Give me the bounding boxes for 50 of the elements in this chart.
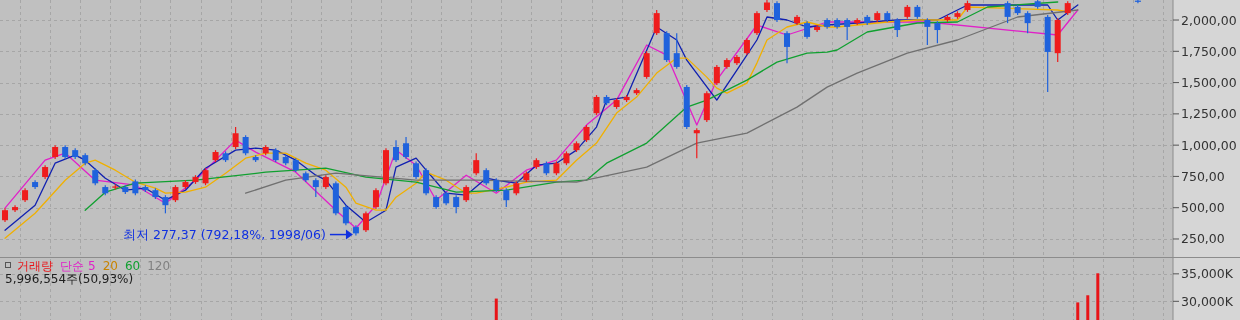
y-tick-label: 35,000K [1181,266,1234,282]
candlestick [814,24,821,33]
candlestick [242,134,249,156]
y-tick-label: 2,000,00 [1181,12,1237,28]
y-tick-label: 1,500,00 [1181,75,1237,91]
y-tick-label: 750,00 [1181,168,1225,184]
y-tick-label: 1,250,00 [1181,106,1237,122]
candlestick [643,50,650,80]
y-tick-label: 500,00 [1181,200,1225,216]
candlestick [12,204,19,213]
candlestick [844,17,851,41]
candlestick [673,32,680,70]
candlestick [934,20,941,44]
legend-title: 단순 [60,259,84,273]
candlestick [423,167,430,196]
candlestick [924,17,931,46]
candlestick [453,194,460,214]
y-tick-label: 1,000,00 [1181,137,1237,153]
legend-label: 5 [88,259,96,273]
candlestick [784,30,791,64]
candlestick [773,0,780,23]
candlestick [342,204,349,226]
y-tick-label: 250,00 [1181,231,1225,247]
candlestick [162,194,169,214]
candlestick [362,210,369,233]
candlestick [393,139,400,163]
text: 거래량 [17,259,53,273]
candlestick [312,177,319,198]
legend-label: 60 [124,259,141,273]
candlestick [653,9,660,36]
candlestick [753,10,760,36]
candlestick [693,127,700,159]
candlestick [593,94,600,116]
line-series [84,1,1059,211]
candlestick [473,152,480,176]
legend-label: 120 [147,259,171,273]
y-tick-label: 30,000K [1181,293,1234,309]
line-series [244,9,1079,194]
text: 5,996,554주(50,93%) [5,272,134,286]
y-tick-label: 1,750,00 [1181,43,1237,59]
annotation: 최저 277,37 (792,18%, 1998/06) [122,226,326,242]
candlestick [503,187,510,208]
candlestick [1004,0,1011,24]
candlestick [403,136,410,160]
candlestick [232,126,239,150]
candlestick [1024,10,1031,34]
candlestick [713,64,720,86]
legend-label: 20 [102,259,118,273]
candlestick [894,17,901,38]
candlestick [372,187,379,210]
